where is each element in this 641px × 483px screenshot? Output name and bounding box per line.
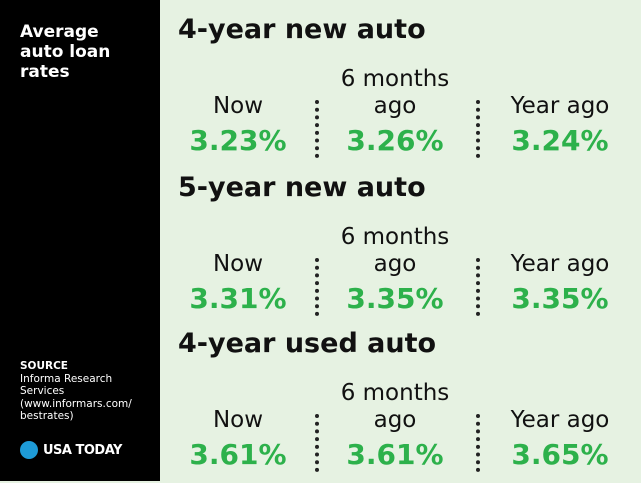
rate-column: 6 months ago 3.26%	[320, 58, 470, 157]
rate-column: 6 months ago 3.35%	[320, 216, 470, 315]
dotted-separator	[475, 100, 480, 158]
rate-value: 3.61%	[189, 438, 287, 471]
section: 4-year used auto Now 3.61% 6 months ago 3.61…	[160, 328, 641, 483]
column-label: 6 months ago	[340, 66, 450, 119]
dotted-separator	[475, 414, 480, 472]
rate-column: 6 months ago 3.61%	[320, 372, 470, 471]
rate-column: Year ago 3.24%	[485, 58, 635, 157]
logo-dot	[20, 441, 38, 459]
section-heading: 5-year new auto	[178, 172, 426, 203]
source-label: SOURCE	[20, 360, 68, 372]
rate-value: 3.31%	[189, 282, 287, 315]
sidebar: Average auto loan rates SOURCE Informa Re…	[0, 0, 160, 481]
section-heading: 4-year new auto	[178, 14, 426, 45]
column-label: 6 months ago	[340, 380, 450, 433]
column-label: Year ago	[510, 407, 610, 433]
source-text: Informa Research Services (www.informars…	[20, 372, 132, 423]
column-label: Now	[212, 407, 264, 433]
rate-column: Now 3.61%	[163, 372, 313, 471]
dotted-separator	[314, 414, 319, 472]
dotted-separator	[475, 258, 480, 316]
rate-value: 3.35%	[346, 282, 444, 315]
rate-column: Now 3.23%	[163, 58, 313, 157]
section-heading: 4-year used auto	[178, 328, 437, 359]
rate-value: 3.23%	[189, 124, 287, 157]
logo: USA TODAY	[20, 441, 122, 459]
section: 5-year new auto Now 3.31% 6 months ago 3.35%…	[160, 172, 641, 327]
rate-value: 3.26%	[346, 124, 444, 157]
logo-text: USA TODAY	[43, 442, 122, 458]
dotted-separator	[314, 258, 319, 316]
source: SOURCE Informa Research Services (www.inf…	[20, 360, 145, 423]
column-label: Now	[212, 93, 264, 119]
sidebar-title: Average auto loan rates	[20, 22, 111, 82]
dotted-separator	[314, 100, 319, 158]
rate-column: Year ago 3.65%	[485, 372, 635, 471]
rate-value: 3.24%	[511, 124, 609, 157]
rate-value: 3.61%	[346, 438, 444, 471]
column-label: Year ago	[510, 251, 610, 277]
column-label: 6 months ago	[340, 224, 450, 277]
column-label: Year ago	[510, 93, 610, 119]
rate-value: 3.65%	[511, 438, 609, 471]
rate-column: Year ago 3.35%	[485, 216, 635, 315]
section: 4-year new auto Now 3.23% 6 months ago 3.26%…	[160, 14, 641, 169]
rate-column: Now 3.31%	[163, 216, 313, 315]
rate-value: 3.35%	[511, 282, 609, 315]
column-label: Now	[212, 251, 264, 277]
